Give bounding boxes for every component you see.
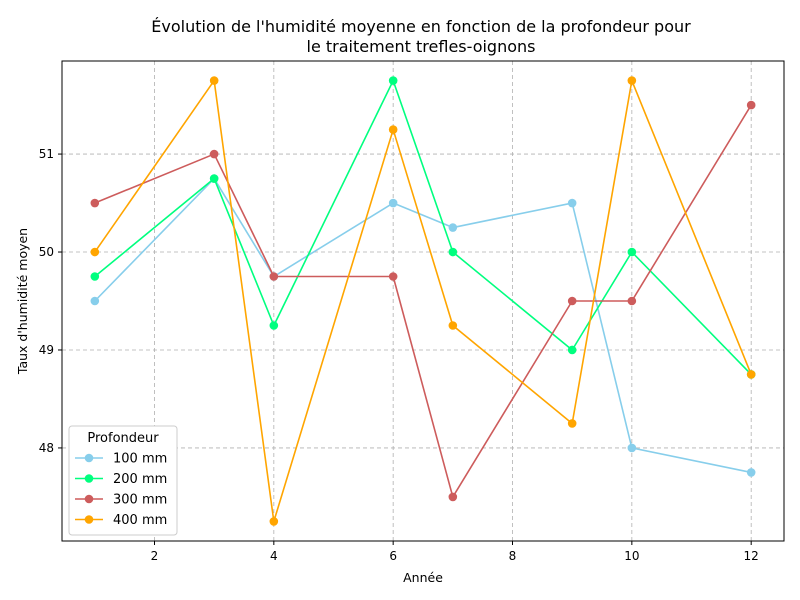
series-400-mm — [90, 76, 756, 526]
series-line — [94, 79, 752, 523]
data-point — [209, 76, 219, 85]
data-point — [627, 247, 637, 257]
x-tick-label: 6 — [389, 549, 397, 563]
legend-label: 400 mm — [113, 513, 167, 528]
data-point — [448, 321, 458, 330]
legend-marker — [84, 453, 94, 463]
legend-marker — [84, 515, 94, 524]
series-line — [94, 177, 752, 474]
data-point — [627, 76, 637, 85]
x-tick-label: 10 — [624, 549, 639, 563]
data-point — [90, 198, 100, 208]
y-tick-label: 49 — [39, 343, 54, 357]
x-tick-label: 12 — [744, 549, 759, 563]
legend-label: 100 mm — [113, 452, 167, 467]
legend-marker — [84, 474, 94, 483]
legend-item: 400 mm — [75, 513, 167, 528]
data-point — [448, 492, 458, 502]
series-line — [94, 104, 752, 498]
y-tick-label: 51 — [39, 147, 54, 161]
data-point — [388, 272, 398, 281]
legend-item: 300 mm — [75, 493, 167, 508]
series-300-mm — [90, 100, 756, 502]
chart-title-line-1: Évolution de l'humidité moyenne en fonct… — [151, 17, 691, 36]
data-point — [627, 443, 637, 453]
data-point — [746, 468, 756, 477]
data-point — [746, 370, 756, 379]
legend: Profondeur 100 mm 200 mm 300 mm 400 mm — [68, 425, 178, 536]
data-point — [388, 76, 398, 85]
x-tick-label: 8 — [509, 549, 517, 563]
data-point — [209, 174, 219, 183]
data-point — [448, 223, 458, 232]
series-layer — [90, 76, 756, 526]
data-point — [448, 247, 458, 257]
y-tick-label: 48 — [39, 441, 54, 455]
y-tick-label: 50 — [39, 245, 54, 259]
legend-item: 100 mm — [75, 452, 167, 467]
data-point — [567, 419, 577, 428]
data-point — [90, 272, 100, 281]
data-point — [567, 198, 577, 208]
ticks: 2 4 6 8 10 12 48 49 50 51 — [39, 147, 759, 563]
legend-marker — [84, 494, 94, 504]
y-axis-label: Taux d'humidité moyen — [15, 228, 30, 375]
data-point — [567, 296, 577, 306]
data-point — [269, 517, 279, 526]
x-tick-label: 2 — [151, 549, 159, 563]
data-point — [269, 321, 279, 330]
chart-title-line-2: le traitement trefles-oignons — [307, 37, 536, 56]
legend-label: 200 mm — [113, 472, 167, 487]
data-point — [90, 296, 100, 306]
x-axis-label: Année — [403, 570, 443, 585]
legend-items: 100 mm 200 mm 300 mm 400 mm — [75, 452, 167, 528]
legend-title: Profondeur — [87, 431, 159, 446]
data-point — [388, 198, 398, 208]
data-point — [627, 296, 637, 306]
data-point — [567, 345, 577, 355]
data-point — [90, 247, 100, 257]
x-tick-label: 4 — [270, 549, 278, 563]
legend-box — [68, 425, 178, 536]
grid — [62, 61, 784, 541]
data-point — [746, 100, 756, 110]
legend-label: 300 mm — [113, 493, 167, 508]
data-point — [209, 149, 219, 159]
data-point — [388, 125, 398, 134]
data-point — [269, 272, 279, 281]
plot-frame — [61, 60, 785, 542]
legend-item: 200 mm — [75, 472, 167, 487]
series-line — [94, 79, 752, 376]
